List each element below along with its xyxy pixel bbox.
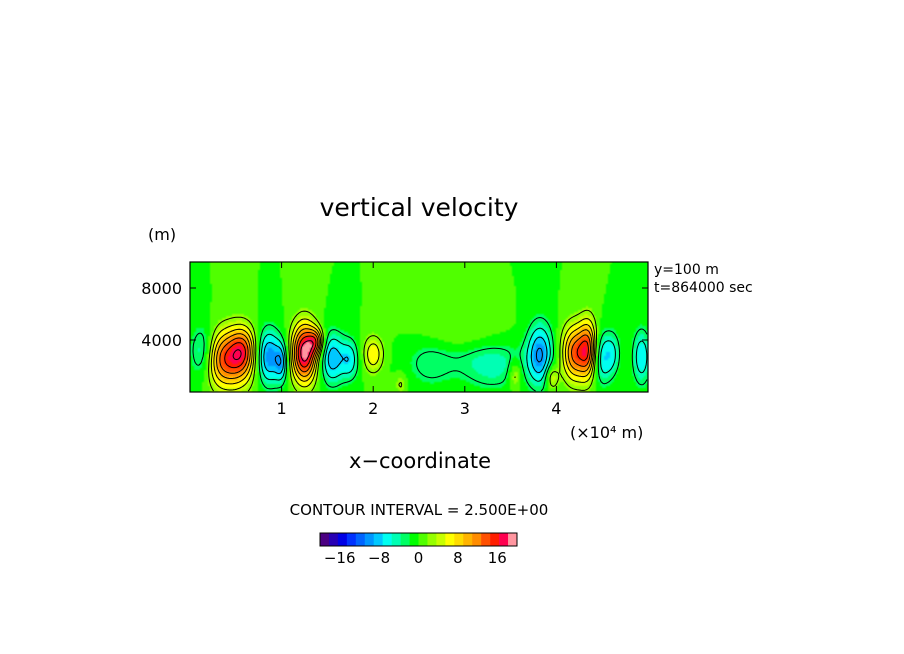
- x-tick-label: 3: [460, 399, 470, 418]
- colorbar-swatch: [320, 533, 330, 546]
- y-location-annotation: y=100 m: [654, 262, 719, 278]
- colorbar: [319, 532, 518, 547]
- colorbar-swatch: [490, 533, 500, 546]
- colorbar-swatch: [427, 533, 437, 546]
- colorbar-swatch: [508, 533, 518, 546]
- colorbar-swatch: [472, 533, 482, 546]
- colorbar-swatch: [364, 533, 375, 546]
- colorbar-swatch: [400, 533, 410, 546]
- colorbar-tick-label: 0: [414, 549, 424, 567]
- colorbar-tick-label: −16: [324, 549, 356, 567]
- colorbar-swatch: [382, 533, 392, 546]
- colorbar-swatch: [499, 533, 509, 546]
- colorbar-swatch: [436, 533, 446, 546]
- x-tick-label: 2: [368, 399, 378, 418]
- plot-frame: [189, 261, 649, 393]
- velocity-field: [190, 262, 648, 392]
- contour-interval-label: CONTOUR INTERVAL = 2.500E+00: [290, 501, 549, 519]
- y-ticks: 4000 8000: [141, 279, 648, 350]
- colorbar-swatch: [445, 533, 455, 546]
- colorbar-swatch: [391, 533, 401, 546]
- contour-lines: [208, 309, 597, 392]
- chart-title: vertical velocity: [320, 193, 519, 222]
- negative-contour-lines: [192, 317, 648, 392]
- x-tick-label: 1: [277, 399, 287, 418]
- time-annotation: t=864000 sec: [654, 280, 753, 296]
- colorbar-tick-label: −8: [368, 549, 390, 567]
- x-axis-label: x−coordinate: [349, 449, 491, 473]
- colorbar-swatch: [418, 533, 428, 546]
- colorbar-tick-label: 8: [453, 549, 463, 567]
- colorbar-swatch: [355, 533, 366, 546]
- y-unit-label: (m): [148, 225, 176, 244]
- colorbar-swatch: [328, 533, 339, 546]
- plot-area: 1 2 3 4 4000 8000: [141, 261, 649, 418]
- x-ticks: 1 2 3 4: [277, 262, 561, 418]
- colorbar-swatch: [454, 533, 464, 546]
- colorbar-swatch: [463, 533, 473, 546]
- colorbar-frame: [319, 532, 518, 547]
- colorbar-tick-labels: −16 −8 0 8 16: [324, 549, 507, 567]
- y-tick-label: 4000: [141, 331, 182, 350]
- colorbar-swatch: [409, 533, 419, 546]
- colorbar-swatch: [337, 533, 348, 546]
- y-tick-label: 8000: [141, 279, 182, 298]
- x-unit-label: (×10⁴ m): [570, 423, 643, 442]
- colorbar-tick-label: 16: [488, 549, 507, 567]
- colorbar-swatch: [481, 533, 491, 546]
- colorbar-swatch: [373, 533, 383, 546]
- colorbar-swatch: [346, 533, 357, 546]
- x-tick-label: 4: [551, 399, 561, 418]
